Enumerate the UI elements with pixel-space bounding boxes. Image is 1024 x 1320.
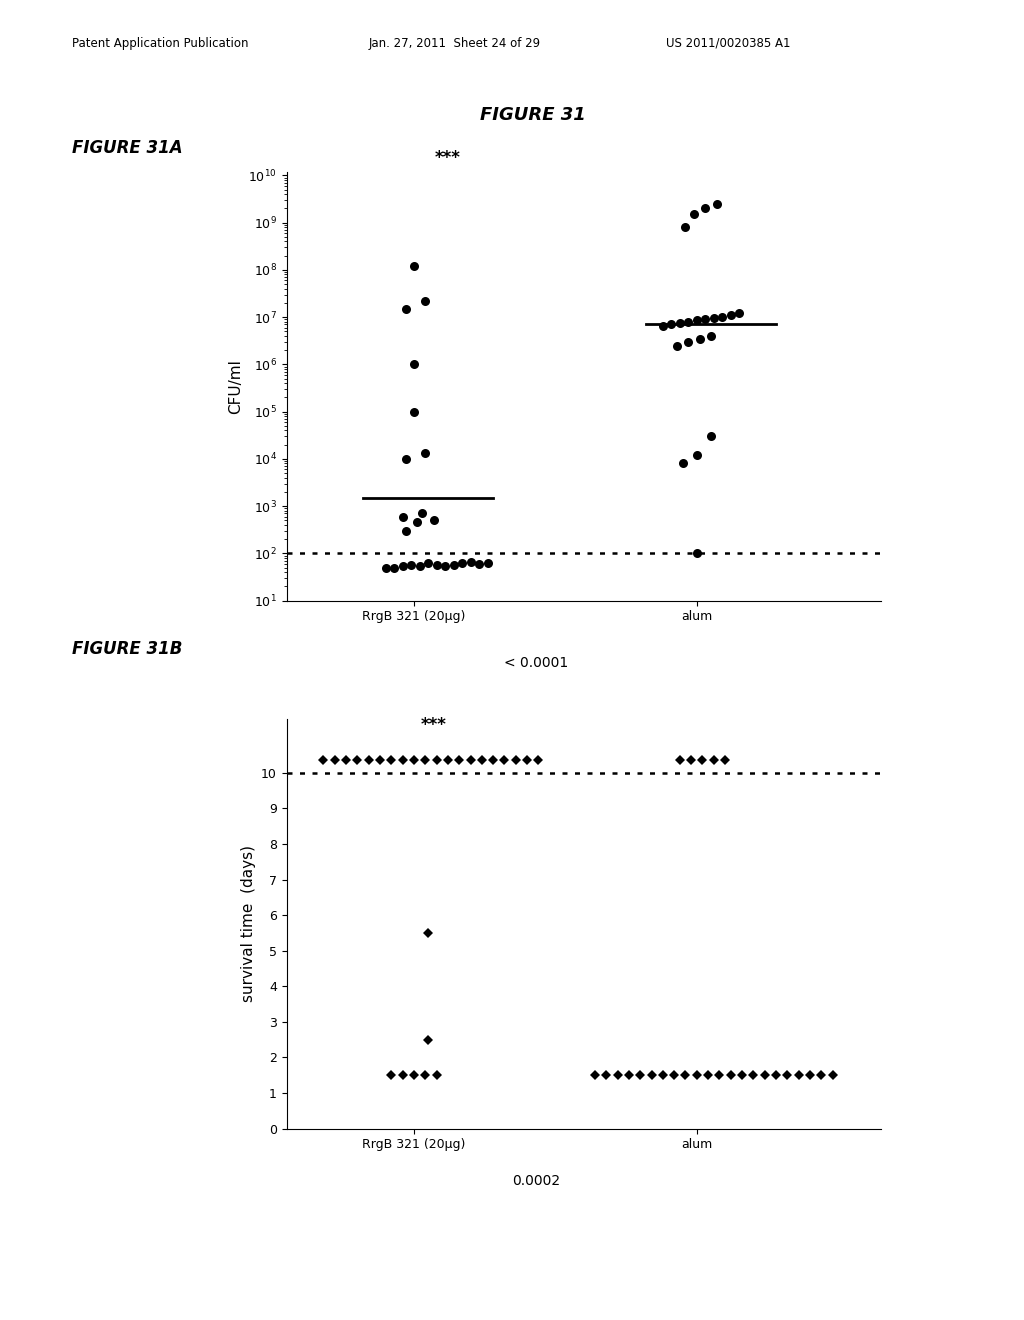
Text: ***: *** (421, 715, 446, 734)
Text: FIGURE 31B: FIGURE 31B (72, 640, 182, 659)
Text: 0.0002: 0.0002 (512, 1173, 560, 1188)
Text: < 0.0001: < 0.0001 (504, 656, 568, 671)
Text: FIGURE 31: FIGURE 31 (479, 106, 586, 124)
Y-axis label: survival time  (days): survival time (days) (241, 846, 256, 1002)
Text: ***: *** (435, 149, 461, 168)
Y-axis label: CFU/ml: CFU/ml (228, 359, 243, 413)
Text: FIGURE 31A: FIGURE 31A (72, 139, 182, 157)
Text: US 2011/0020385 A1: US 2011/0020385 A1 (666, 37, 791, 50)
Text: Patent Application Publication: Patent Application Publication (72, 37, 248, 50)
Text: Jan. 27, 2011  Sheet 24 of 29: Jan. 27, 2011 Sheet 24 of 29 (369, 37, 541, 50)
